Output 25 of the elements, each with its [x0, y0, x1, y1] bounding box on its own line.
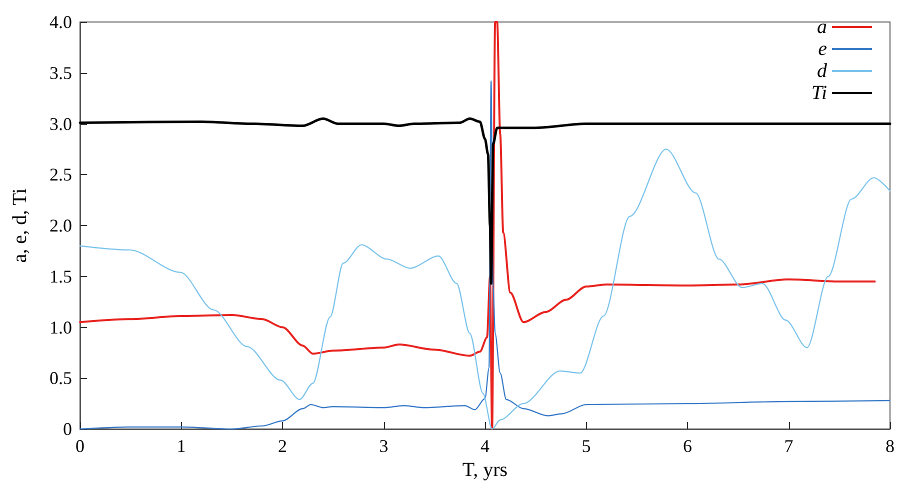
x-tick-label: 0 — [76, 436, 84, 456]
legend-label: e — [818, 38, 828, 60]
y-tick-label: 1.0 — [50, 317, 72, 338]
x-tick-label: 1 — [176, 436, 186, 456]
line-series — [78, 117, 892, 285]
x-axis-title: T, yrs — [462, 458, 508, 481]
x-tick-label: 6 — [683, 436, 692, 456]
y-tick-label: 2.0 — [50, 216, 72, 236]
y-tick-label: 0 — [63, 419, 72, 439]
x-tick-label: 2 — [278, 436, 287, 456]
y-tick-label: 1.5 — [50, 266, 72, 286]
x-tick-label: 8 — [886, 436, 894, 456]
x-tick-label: 3 — [379, 436, 388, 456]
x-tick-label: 7 — [784, 436, 794, 456]
y-axis-title: a, e, d, Ti — [9, 188, 31, 263]
y-tick-label: 0.5 — [50, 368, 72, 388]
legend-label: Ti — [811, 82, 827, 104]
legend-label: d — [817, 60, 828, 82]
y-tick-label: 2.5 — [50, 164, 72, 185]
legend-label: a — [817, 16, 827, 38]
y-tick-label: 3.5 — [50, 62, 72, 83]
y-tick-label: 3.0 — [50, 114, 72, 134]
x-tick-label: 4 — [480, 436, 490, 456]
y-tick-label: 4.0 — [50, 12, 72, 32]
x-tick-label: 5 — [582, 436, 591, 456]
